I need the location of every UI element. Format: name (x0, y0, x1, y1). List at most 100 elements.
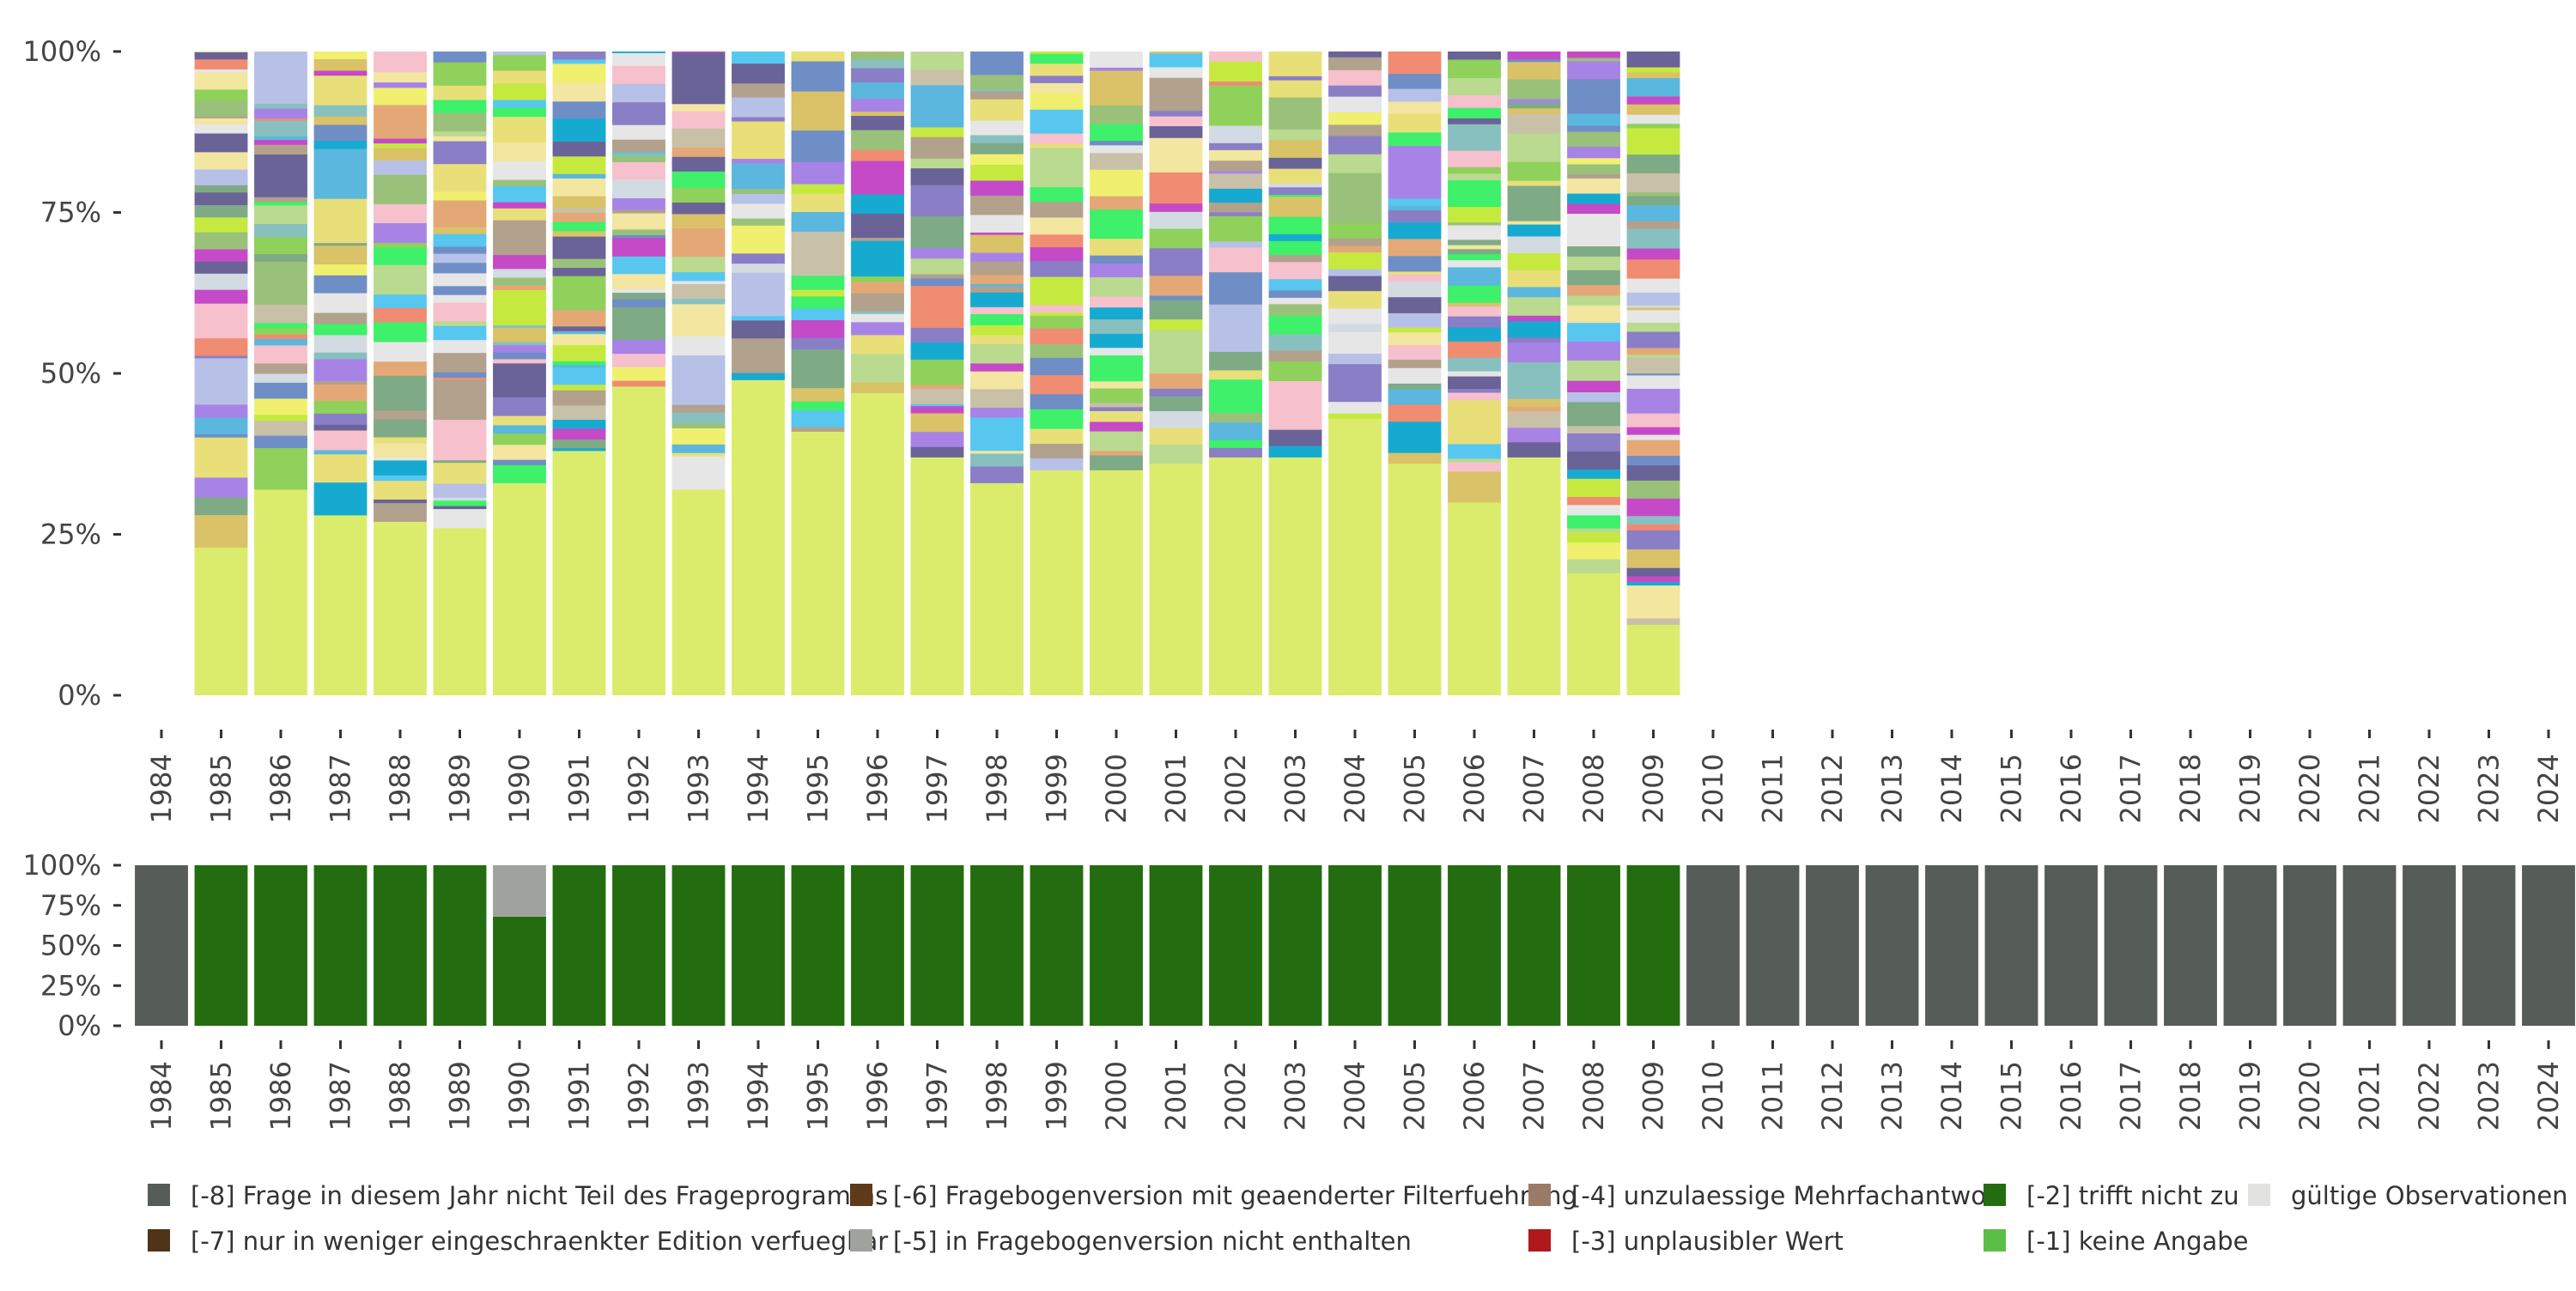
bar-segment (1388, 404, 1442, 422)
bar-segment (671, 220, 726, 228)
bar-segment (254, 95, 307, 104)
bar-segment (433, 100, 487, 113)
bar-segment (671, 202, 726, 215)
x-tick-label: 1985 (205, 1061, 238, 1130)
bar-segment (612, 323, 665, 341)
bar-segment (970, 215, 1024, 233)
bar-segment (851, 52, 904, 60)
bar-segment (1626, 865, 1680, 1026)
bar-segment (1030, 201, 1084, 218)
bar-segment (194, 355, 248, 359)
bar-segment (1030, 343, 1084, 358)
bar-segment (552, 236, 606, 259)
bar-segment (254, 154, 307, 197)
bar-segment (1448, 462, 1501, 472)
bar-segment (552, 428, 606, 440)
bar-segment (1268, 76, 1322, 81)
x-tick-label: 2004 (1339, 754, 1371, 823)
bar-segment (1507, 315, 1561, 322)
bar-segment (1328, 124, 1382, 136)
bar-segment (1626, 258, 1680, 279)
bar-segment (1626, 154, 1680, 173)
bar-segment (1448, 327, 1501, 342)
bar-segment (1507, 161, 1561, 181)
bar-segment (433, 865, 487, 1026)
bar-segment (1448, 443, 1501, 459)
bar-segment (374, 865, 427, 1026)
bar-segment (1567, 157, 1620, 165)
bar-segment (374, 499, 427, 504)
bar-segment (552, 404, 606, 421)
bar-segment (1268, 157, 1322, 169)
legend-label: [-4] unzulaessige Mehrfachantwort (1571, 1181, 2006, 1210)
bar-segment (1626, 322, 1680, 332)
bar-segment (612, 273, 665, 289)
bar-segment (1448, 285, 1501, 303)
legend-swatch (850, 1184, 872, 1206)
bar-segment (970, 52, 1024, 76)
y-tick-label: 25% (40, 969, 101, 1002)
bar-segment (1090, 380, 1143, 389)
bar-segment (1507, 320, 1561, 338)
bar-segment (1268, 445, 1322, 458)
x-tick-label: 2016 (2055, 754, 2087, 823)
bar-segment (1448, 107, 1501, 118)
bar-segment (1209, 271, 1262, 305)
bar-segment (1090, 296, 1143, 308)
bar-segment (1448, 253, 1501, 261)
bar-segment (552, 208, 606, 214)
bar-segment (1328, 173, 1382, 185)
bar-segment (1388, 255, 1442, 272)
bar-segment (732, 97, 785, 118)
bar-segment (1149, 427, 1203, 431)
bar-segment (2283, 865, 2336, 1026)
bar-segment (254, 204, 307, 225)
bar-segment (1090, 238, 1143, 256)
bar-segment (1567, 270, 1620, 286)
bar-segment (1209, 160, 1262, 172)
bar-segment (791, 427, 845, 432)
bar-segment (1090, 355, 1143, 382)
legend-swatch (148, 1229, 170, 1252)
bar-segment (910, 274, 964, 279)
bar-segment (1209, 865, 1262, 1026)
bar-segment (612, 209, 665, 214)
bar-segment (1268, 183, 1322, 188)
bar-segment (1149, 396, 1203, 411)
bar-segment (910, 342, 964, 360)
bar-segment (1567, 504, 1620, 516)
bar-segment (732, 188, 785, 194)
bar-segment (732, 225, 785, 254)
bar-segment (254, 120, 307, 136)
bar-segment (313, 275, 368, 294)
bar-segment (2044, 865, 2098, 1026)
bar-segment (552, 309, 606, 327)
bar-segment (1507, 865, 1561, 1026)
bar-segment (194, 191, 248, 206)
legend-label: [-5] in Fragebogenversion nicht enthalte… (893, 1227, 1412, 1256)
bar-segment (194, 303, 248, 339)
bar-segment (1149, 52, 1203, 54)
bar-segment (1268, 196, 1322, 217)
x-tick-label: 2021 (2354, 1061, 2386, 1130)
x-tick-label: 1988 (384, 754, 416, 823)
bar-segment (1209, 188, 1262, 203)
bar-segment (1149, 318, 1203, 330)
bar-segment (1149, 189, 1203, 204)
bar-segment (1388, 145, 1442, 183)
bar-segment (254, 139, 307, 145)
x-tick-label: 2020 (2293, 754, 2326, 823)
bar-segment (1149, 110, 1203, 117)
bar-segment (910, 403, 964, 407)
x-tick-label: 2002 (1219, 754, 1252, 823)
bar-segment (1626, 480, 1680, 499)
bar-segment (493, 142, 546, 162)
bar-segment (1209, 81, 1262, 86)
bar-segment (194, 249, 248, 262)
x-tick-label: 1986 (264, 754, 297, 823)
bar-segment (313, 245, 368, 265)
bar-segment-main (1567, 573, 1620, 695)
bar-segment (433, 253, 487, 264)
bar-segment (970, 335, 1024, 344)
x-tick-label: 2008 (1577, 1061, 1610, 1130)
